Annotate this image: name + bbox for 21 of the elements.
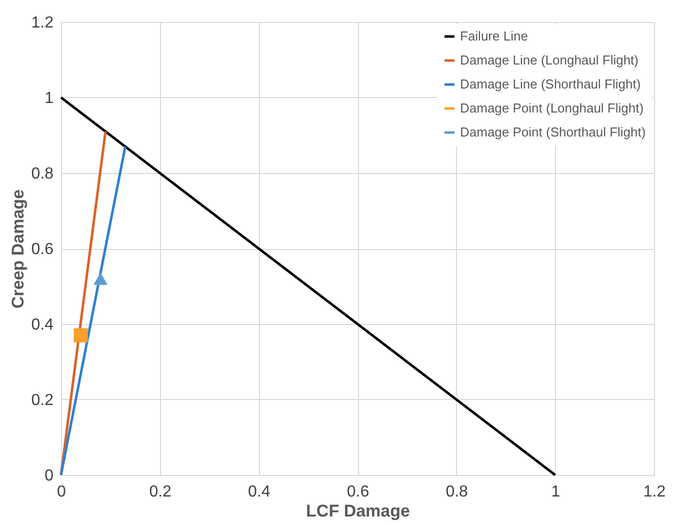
- x-tick-label: 0.2: [149, 484, 172, 500]
- y-tick-label: 1.2: [31, 14, 54, 32]
- legend-label: Damage Line (Shorthaul Flight): [460, 76, 641, 92]
- x-axis-title: LCF Damage: [306, 502, 410, 520]
- y-tick-label: 0.4: [31, 316, 54, 334]
- legend-label: Damage Line (Longhaul Flight): [460, 52, 638, 68]
- x-tick-label: 1: [551, 484, 560, 500]
- x-tick-label: 0.8: [446, 484, 468, 500]
- x-tick-label: 1.2: [643, 484, 666, 500]
- y-tick-label: 1: [44, 90, 54, 107]
- x-tick-label: 0: [57, 484, 66, 500]
- x-tick-label: 0.6: [346, 484, 370, 500]
- y-tick-label: 0: [44, 468, 54, 484]
- legend-label: Failure Line: [460, 28, 528, 44]
- legend-label: Damage Point (Shorthaul Flight): [460, 124, 646, 140]
- x-tick-label: 0.4: [248, 484, 270, 500]
- y-tick-label: 0.8: [31, 166, 54, 182]
- y-tick-label: 0.6: [31, 241, 54, 258]
- y-axis-title: Creep Damage: [8, 189, 28, 309]
- legend-label: Damage Point (Longhaul Flight): [460, 100, 644, 116]
- y-tick-label: 0.2: [31, 392, 54, 409]
